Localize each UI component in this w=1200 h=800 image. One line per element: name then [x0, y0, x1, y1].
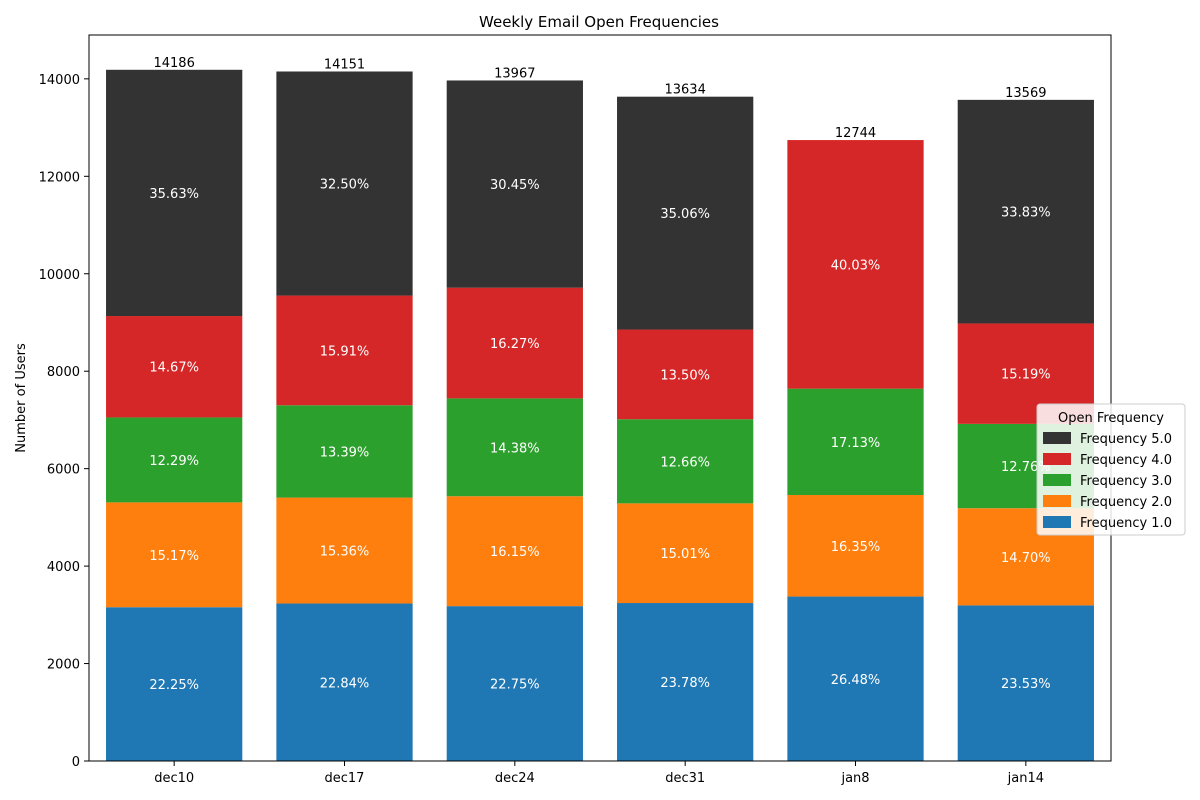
percent-label-dec31-freq2: 15.01% — [660, 547, 710, 562]
bar-segment-dec24-freq2 — [446, 496, 583, 607]
bar-segment-jan8-freq2 — [787, 495, 924, 597]
percent-label-dec10-freq1: 22.25% — [149, 678, 199, 693]
plot-frame — [88, 34, 1112, 762]
x-tick-label-jan8: jan8 — [840, 771, 869, 786]
bar-segment-dec31-freq4 — [617, 329, 754, 420]
percent-label-jan8-freq1: 26.48% — [831, 673, 881, 688]
bar-segment-jan8-freq1 — [787, 596, 924, 761]
percent-label-dec10-freq2: 15.17% — [149, 549, 199, 564]
total-label-jan14: 13569 — [1005, 86, 1046, 101]
bar-segment-jan8-freq3 — [787, 388, 924, 496]
x-tick-label-dec17: dec17 — [325, 771, 365, 786]
percent-label-jan8-freq4: 40.03% — [831, 258, 881, 273]
y-axis-label: Number of Users — [14, 343, 29, 453]
legend-box — [1036, 403, 1186, 536]
axes-group: dec10 dec17 dec24 dec31 jan8 jan14 0 2000 4000 60… — [39, 34, 1112, 786]
bar-segment-jan14-freq5 — [957, 99, 1094, 324]
y-tick-label-14000: 14000 — [39, 73, 80, 88]
legend-label-1: Frequency 1.0 — [1080, 516, 1172, 531]
percent-label-jan8-freq3: 17.13% — [831, 436, 881, 451]
percent-label-dec24-freq4: 16.27% — [490, 337, 540, 352]
bar-segment-dec10-freq3 — [106, 417, 243, 503]
x-tick-label-dec24: dec24 — [495, 771, 535, 786]
y-tick-label-10000: 10000 — [39, 268, 80, 283]
bar-segment-dec10-freq1 — [106, 607, 243, 761]
percent-label-jan14-freq4: 15.19% — [1001, 368, 1051, 383]
percent-label-dec10-freq4: 14.67% — [149, 361, 199, 376]
percent-label-dec17-freq2: 15.36% — [320, 545, 370, 560]
x-tick-label-dec10: dec10 — [154, 771, 194, 786]
percent-label-jan14-freq2: 14.70% — [1001, 551, 1051, 566]
bar-segment-dec17-freq5 — [276, 71, 413, 296]
bar-segment-dec24-freq1 — [446, 606, 583, 761]
percent-label-dec24-freq2: 16.15% — [490, 545, 540, 560]
chart-title: Weekly Email Open Frequencies — [479, 13, 719, 31]
bar-segment-dec10-freq4 — [106, 316, 243, 418]
percent-label-dec17-freq4: 15.91% — [320, 344, 370, 359]
percent-label-dec24-freq1: 22.75% — [490, 678, 540, 693]
legend-swatch-2 — [1043, 495, 1071, 507]
bar-segment-dec17-freq1 — [276, 603, 413, 761]
bar-segment-dec31-freq1 — [617, 603, 754, 761]
legend-swatch-4 — [1043, 453, 1071, 465]
legend-label-2: Frequency 2.0 — [1080, 495, 1172, 510]
bar-segment-dec31-freq5 — [617, 96, 754, 330]
legend-label-5: Frequency 5.0 — [1080, 432, 1172, 447]
y-tick-label-0: 0 — [72, 755, 80, 770]
percent-label-dec17-freq3: 13.39% — [320, 445, 370, 460]
x-tick-label-dec31: dec31 — [665, 771, 705, 786]
bar-segment-jan14-freq1 — [957, 605, 1094, 761]
legend-label-3: Frequency 3.0 — [1080, 474, 1172, 489]
bar-segment-dec31-freq3 — [617, 419, 754, 504]
total-label-dec24: 13967 — [494, 66, 535, 81]
bar-segment-dec10-freq5 — [106, 69, 243, 317]
bar-segment-dec31-freq2 — [617, 503, 754, 604]
y-tick-label-2000: 2000 — [47, 658, 80, 673]
percent-label-jan14-freq5: 33.83% — [1001, 206, 1051, 221]
percent-label-dec10-freq3: 12.29% — [149, 454, 199, 469]
bar-segment-dec17-freq4 — [276, 295, 413, 406]
total-label-jan8: 12744 — [835, 126, 876, 141]
legend-label-4: Frequency 4.0 — [1080, 453, 1172, 468]
percent-label-dec17-freq1: 22.84% — [320, 676, 370, 691]
bar-segment-dec24-freq3 — [446, 398, 583, 497]
percent-label-dec17-freq5: 32.50% — [320, 178, 370, 193]
percent-label-jan14-freq1: 23.53% — [1001, 677, 1051, 692]
bar-segment-dec17-freq2 — [276, 497, 413, 604]
bar-segment-jan8-freq4 — [787, 140, 924, 389]
total-label-dec17: 14151 — [324, 57, 365, 72]
legend-title: Open Frequency — [1058, 411, 1164, 426]
legend-swatch-5 — [1043, 432, 1071, 444]
y-tick-label-8000: 8000 — [47, 365, 80, 380]
percent-label-dec24-freq5: 30.45% — [490, 178, 540, 193]
bars-group: 22.25% 15.17% 12.29% 14.67% 35.63% 14186 22.84… — [106, 56, 1094, 761]
bar-segment-dec10-freq2 — [106, 502, 243, 608]
y-tick-label-12000: 12000 — [39, 170, 80, 185]
percent-label-dec31-freq3: 12.66% — [660, 455, 710, 470]
legend: Open Frequency Frequency 5.0 Frequency 4.0… — [1036, 403, 1186, 536]
x-tick-label-jan14: jan14 — [1007, 771, 1044, 786]
percent-label-dec24-freq3: 14.38% — [490, 441, 540, 456]
y-tick-label-6000: 6000 — [47, 463, 80, 478]
total-label-dec10: 14186 — [153, 56, 194, 71]
percent-label-jan8-freq2: 16.35% — [831, 540, 881, 555]
percent-label-dec31-freq5: 35.06% — [660, 207, 710, 222]
legend-swatch-3 — [1043, 474, 1071, 486]
y-tick-label-4000: 4000 — [47, 560, 80, 575]
bar-segment-dec24-freq4 — [446, 287, 583, 399]
total-label-dec31: 13634 — [664, 83, 705, 98]
bar-segment-dec17-freq3 — [276, 405, 413, 498]
percent-label-dec10-freq5: 35.63% — [149, 187, 199, 202]
legend-swatch-1 — [1043, 516, 1071, 528]
percent-label-dec31-freq4: 13.50% — [660, 368, 710, 383]
bar-segment-dec24-freq5 — [446, 80, 583, 288]
percent-label-dec31-freq1: 23.78% — [660, 676, 710, 691]
